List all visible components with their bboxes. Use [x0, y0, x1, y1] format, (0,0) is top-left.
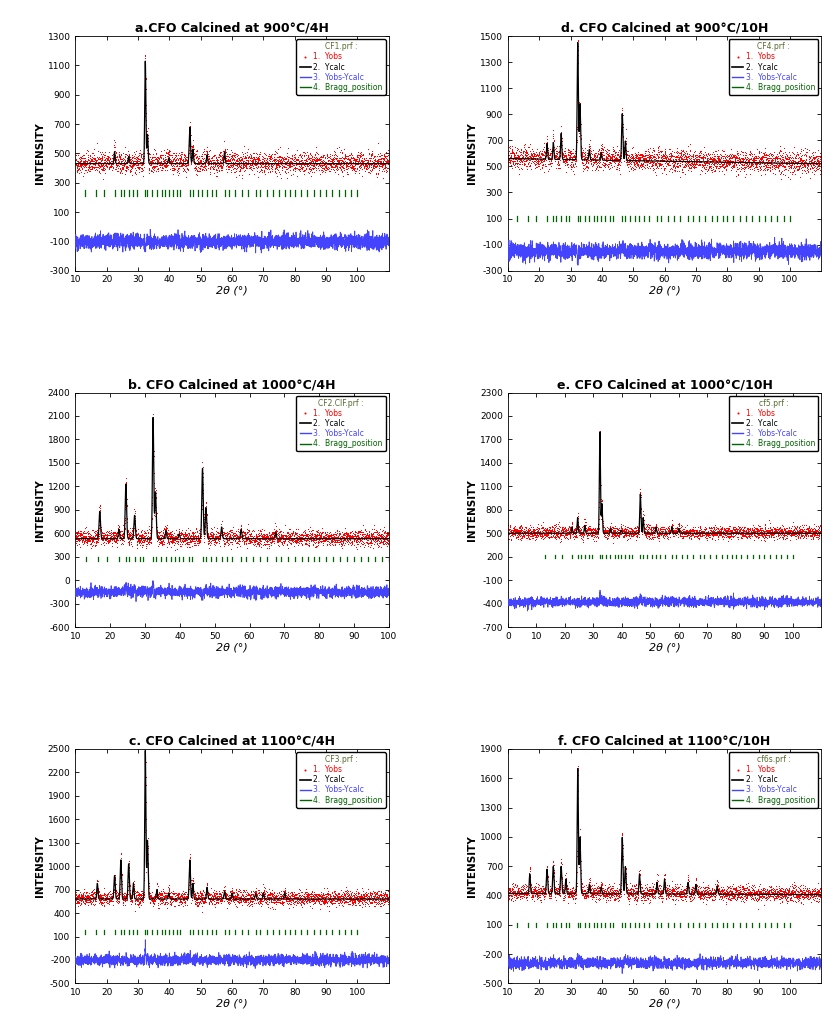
- Title: e. CFO Calcined at 1000°C/10H: e. CFO Calcined at 1000°C/10H: [556, 378, 773, 392]
- Title: a.CFO Calcined at 900°C/4H: a.CFO Calcined at 900°C/4H: [135, 22, 329, 35]
- Legend: 1.  Yobs, 2.  Ycalc, 3.  Yobs-Ycalc, 4.  Bragg_position: 1. Yobs, 2. Ycalc, 3. Yobs-Ycalc, 4. Bra…: [297, 752, 385, 808]
- Legend: 1.  Yobs, 2.  Ycalc, 3.  Yobs-Ycalc, 4.  Bragg_position: 1. Yobs, 2. Ycalc, 3. Yobs-Ycalc, 4. Bra…: [729, 39, 818, 95]
- Title: b. CFO Calcined at 1000°C/4H: b. CFO Calcined at 1000°C/4H: [128, 378, 336, 392]
- Title: f. CFO Calcined at 1100°C/10H: f. CFO Calcined at 1100°C/10H: [558, 734, 771, 748]
- X-axis label: 2θ (°): 2θ (°): [216, 286, 248, 295]
- Y-axis label: INTENSITY: INTENSITY: [468, 123, 477, 184]
- Title: c. CFO Calcined at 1100°C/4H: c. CFO Calcined at 1100°C/4H: [129, 734, 335, 748]
- X-axis label: 2θ (°): 2θ (°): [649, 999, 680, 1008]
- Y-axis label: INTENSITY: INTENSITY: [468, 836, 477, 897]
- X-axis label: 2θ (°): 2θ (°): [649, 286, 680, 295]
- Y-axis label: INTENSITY: INTENSITY: [35, 123, 44, 184]
- X-axis label: 2θ (°): 2θ (°): [649, 643, 680, 652]
- Legend: 1.  Yobs, 2.  Ycalc, 3.  Yobs-Ycalc, 4.  Bragg_position: 1. Yobs, 2. Ycalc, 3. Yobs-Ycalc, 4. Bra…: [729, 396, 818, 451]
- Y-axis label: INTENSITY: INTENSITY: [35, 836, 44, 897]
- Legend: 1.  Yobs, 2.  Ycalc, 3.  Yobs-Ycalc, 4.  Bragg_position: 1. Yobs, 2. Ycalc, 3. Yobs-Ycalc, 4. Bra…: [729, 752, 818, 808]
- Legend: 1.  Yobs, 2.  Ycalc, 3.  Yobs-Ycalc, 4.  Bragg_position: 1. Yobs, 2. Ycalc, 3. Yobs-Ycalc, 4. Bra…: [297, 396, 385, 451]
- X-axis label: 2θ (°): 2θ (°): [216, 999, 248, 1008]
- Y-axis label: INTENSITY: INTENSITY: [468, 479, 477, 540]
- Y-axis label: INTENSITY: INTENSITY: [35, 479, 44, 540]
- Legend: 1.  Yobs, 2.  Ycalc, 3.  Yobs-Ycalc, 4.  Bragg_position: 1. Yobs, 2. Ycalc, 3. Yobs-Ycalc, 4. Bra…: [297, 39, 385, 95]
- Title: d. CFO Calcined at 900°C/10H: d. CFO Calcined at 900°C/10H: [561, 22, 768, 35]
- X-axis label: 2θ (°): 2θ (°): [216, 643, 248, 652]
